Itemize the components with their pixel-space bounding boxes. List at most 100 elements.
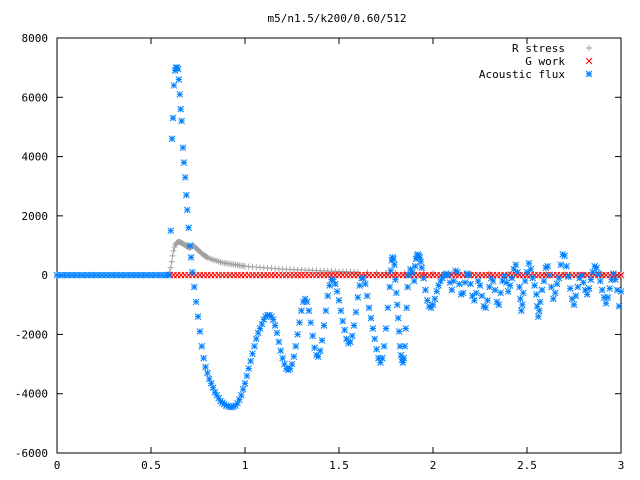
data-point [297,320,303,326]
data-point [517,296,523,302]
data-point [479,293,485,299]
data-point [187,243,193,249]
data-point [306,308,312,314]
data-point [567,285,573,291]
data-point [360,275,366,281]
data-point [496,302,502,308]
data-point [550,296,556,302]
data-point [424,297,430,303]
data-point [391,262,397,268]
data-point [451,278,457,284]
data-point [323,308,329,314]
data-point [515,269,521,275]
data-point [195,314,201,320]
legend-marker-acoustic-flux [586,71,592,77]
data-point [607,285,613,291]
data-point [253,336,259,342]
data-point [610,271,616,277]
data-point [528,266,534,272]
data-point [524,269,530,275]
data-point [588,277,594,283]
data-point [319,337,325,343]
data-point [351,323,357,329]
data-point [612,277,618,283]
data-point [490,278,496,284]
data-point [168,228,174,234]
data-point [197,328,203,334]
data-point [272,323,278,329]
data-point [184,207,190,213]
data-point [374,346,380,352]
data-point [445,272,451,278]
data-point [519,302,525,308]
data-point [562,253,568,259]
legend-marker-g-work [586,58,592,64]
data-point [554,281,560,287]
data-point [485,297,491,303]
data-point [383,326,389,332]
data-point [575,284,581,290]
data-point [325,293,331,299]
data-point [618,288,624,294]
data-point [505,288,511,294]
data-point [403,326,409,332]
data-point [388,268,394,274]
data-point [573,293,579,299]
data-point [556,275,562,281]
data-point [536,308,542,314]
data-point [532,283,538,289]
data-point [171,82,177,88]
data-point [338,308,344,314]
data-point [189,269,195,275]
data-point [276,339,282,345]
data-point [280,355,286,361]
data-point [170,115,176,121]
data-point [477,283,483,289]
y-tick-label: 6000 [22,91,49,104]
y-tick-label: -4000 [15,388,48,401]
data-point [169,136,175,142]
data-point [169,259,175,265]
data-point [558,262,564,268]
data-point [179,118,185,124]
y-tick-label: 2000 [22,210,49,223]
data-point [571,302,577,308]
data-point [340,318,346,324]
data-point [605,294,611,300]
data-point [315,354,321,360]
data-point [177,91,183,97]
x-tick-label: 2.5 [517,459,537,472]
data-point [357,283,363,289]
data-point [547,272,553,278]
data-point [545,263,551,269]
data-point [466,272,472,278]
data-point [462,280,468,286]
legend-marker-r-stress [586,45,592,51]
data-point [289,361,295,367]
data-point [204,370,210,376]
data-point [387,284,393,290]
legend-label-g-work: G work [525,55,565,68]
data-point [355,269,361,275]
data-point [181,160,187,166]
data-point [468,281,474,287]
data-point [434,288,440,294]
data-point [334,288,340,294]
data-point [175,66,181,72]
data-point [274,330,280,336]
data-point [492,287,498,293]
data-point [250,351,256,357]
data-point [516,284,522,290]
data-point [193,299,199,305]
plot-frame [57,38,621,453]
data-point [381,343,387,349]
data-point [347,339,353,345]
data-point [238,392,244,398]
y-tick-label: 0 [41,269,48,282]
data-point [321,323,327,329]
data-point [460,290,466,296]
data-point [412,263,418,269]
data-point [368,315,374,321]
data-point [503,280,509,286]
